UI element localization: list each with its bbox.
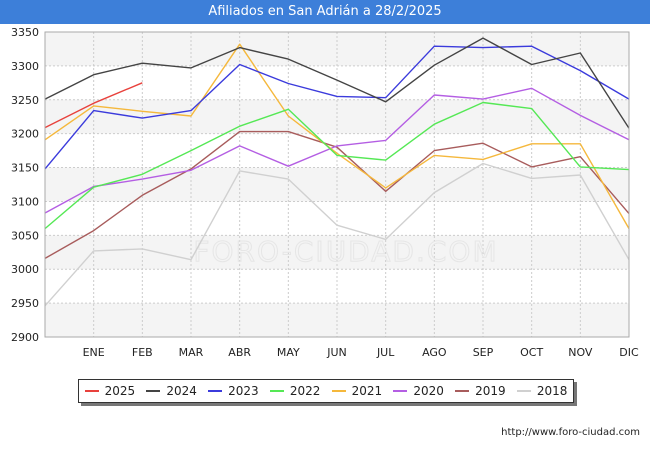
legend-item-2022: 2022 [269,384,321,398]
legend-item-2021: 2021 [331,384,383,398]
y-tick-label: 2900 [11,331,39,344]
x-tick-label: JUN [326,346,347,359]
legend-label: 2019 [475,384,506,398]
source-url: http://www.foro-ciudad.com [501,427,640,438]
y-tick-label: 3100 [11,195,39,208]
y-tick-label: 3200 [11,128,39,141]
legend-swatch [393,390,408,392]
series-line-2021 [44,43,630,229]
legend-label: 2022 [289,384,321,398]
x-tick-label: SEP [473,346,494,359]
x-tick-label: JUL [376,346,395,359]
series-line-2022 [44,101,630,230]
x-tick-label: ENE [83,346,105,359]
legend-item-2020: 2020 [393,384,444,398]
legend-label: 2023 [228,384,259,398]
legend-item-2024: 2024 [146,384,197,398]
y-tick-label: 3150 [11,162,39,175]
legend-label: 2020 [413,384,444,398]
x-tick-label: AGO [422,346,447,359]
series-group [44,37,630,307]
x-tick-label: OCT [520,346,543,359]
series-line-2024 [44,37,630,129]
x-axis: ENE FEB MAR ABR MAY JUN JUL AGO SEP OCT NOV DIC [83,346,639,359]
y-tick-label: 3250 [11,94,39,107]
x-tick-label: FEB [132,346,153,359]
legend-swatch [208,390,223,392]
plot-frame [44,31,630,338]
x-tick-label: DIC [619,346,639,359]
line-chart: FORO-CIUDAD.COM 2900 2950 3000 3050 3100 3150… [11,26,639,359]
y-tick-label: 3050 [11,229,39,242]
legend-item-2019: 2019 [455,384,506,398]
series-line-2018 [44,162,630,307]
legend-swatch [455,390,470,392]
legend-swatch [146,390,161,392]
legend-label: 2018 [536,384,568,398]
x-tick-label: NOV [568,346,593,359]
y-tick-label: 3350 [11,26,39,39]
legend-item-2025: 2025 [84,384,136,398]
legend-item-2023: 2023 [208,384,259,398]
legend-swatch [516,390,531,392]
y-tick-label: 3300 [11,60,39,73]
legend-label: 2021 [351,384,383,398]
x-tick-label: MAY [277,346,300,359]
legend-item-2018: 2018 [516,384,568,398]
legend-swatch [269,390,284,392]
series-line-2025 [44,82,143,129]
legend: 2025 2024 2023 2022 2021 2020 2019 2018 [78,379,574,403]
y-tick-label: 3000 [11,263,39,276]
x-tick-label: ABR [228,346,251,359]
legend-swatch [331,390,346,392]
series-line-2019 [44,130,630,260]
watermark: FORO-CIUDAD.COM [193,235,498,268]
y-tick-label: 2950 [11,297,39,310]
chart-title: Afiliados en San Adrián a 28/2/2025 [0,0,650,24]
legend-swatch [84,390,99,392]
legend-label: 2025 [104,384,136,398]
legend-label: 2024 [166,384,197,398]
x-tick-label: MAR [179,346,204,359]
y-axis: 2900 2950 3000 3050 3100 3150 3200 3250 3300 3350 [11,26,39,344]
series-line-2023 [44,45,630,170]
series-line-2020 [44,87,630,214]
